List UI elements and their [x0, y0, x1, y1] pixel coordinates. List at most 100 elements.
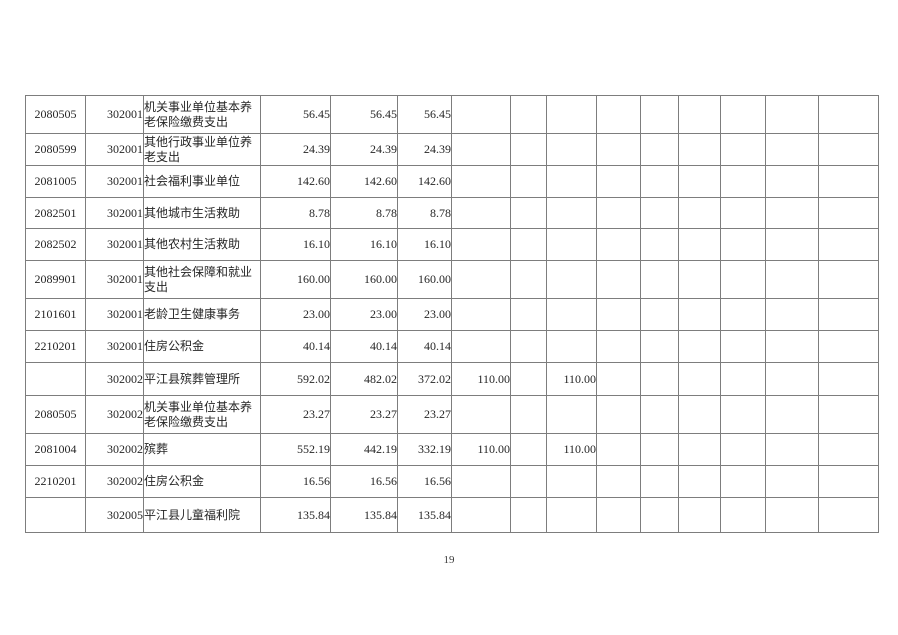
cell-amount — [510, 362, 547, 396]
cell-amount — [678, 497, 721, 533]
cell-amount: 56.45 — [330, 95, 398, 134]
cell-amount — [765, 465, 819, 498]
cell-subject-code: 2082501 — [25, 197, 86, 229]
cell-unit-code: 302001 — [85, 165, 144, 198]
cell-amount — [640, 362, 679, 396]
cell-amount: 8.78 — [330, 197, 398, 229]
cell-amount: 24.39 — [397, 133, 452, 166]
cell-item-name: 其他社会保障和就业支出 — [143, 260, 261, 299]
cell-subject-code: 2082502 — [25, 228, 86, 261]
cell-amount — [546, 95, 597, 134]
cell-amount — [678, 197, 721, 229]
cell-amount — [596, 133, 641, 166]
cell-amount: 552.19 — [260, 433, 331, 466]
cell-amount — [765, 133, 819, 166]
cell-amount: 332.19 — [397, 433, 452, 466]
table-row: 2080505 302002 机关事业单位基本养老保险缴费支出 23.27 23.27 2… — [25, 395, 879, 434]
cell-unit-code: 302002 — [85, 465, 144, 498]
cell-item-name: 社会福利事业单位 — [143, 165, 261, 198]
cell-amount: 16.10 — [330, 228, 398, 261]
cell-amount — [510, 497, 547, 533]
cell-amount: 23.00 — [397, 298, 452, 331]
cell-amount: 135.84 — [260, 497, 331, 533]
cell-amount — [546, 497, 597, 533]
cell-unit-code: 302005 — [85, 497, 144, 533]
cell-amount — [678, 95, 721, 134]
cell-amount — [720, 362, 766, 396]
cell-amount — [640, 298, 679, 331]
cell-amount — [720, 497, 766, 533]
cell-amount — [596, 260, 641, 299]
cell-amount — [640, 260, 679, 299]
cell-amount — [640, 497, 679, 533]
cell-amount — [596, 433, 641, 466]
cell-amount — [678, 165, 721, 198]
cell-amount — [720, 228, 766, 261]
page-number: 19 — [443, 554, 455, 566]
cell-amount: 142.60 — [330, 165, 398, 198]
cell-amount: 56.45 — [260, 95, 331, 134]
cell-amount: 40.14 — [397, 330, 452, 363]
cell-amount — [678, 298, 721, 331]
cell-amount — [765, 165, 819, 198]
cell-amount — [596, 330, 641, 363]
cell-item-name: 住房公积金 — [143, 465, 261, 498]
cell-amount — [765, 330, 819, 363]
cell-amount — [720, 260, 766, 299]
cell-amount — [546, 228, 597, 261]
cell-item-name: 老龄卫生健康事务 — [143, 298, 261, 331]
cell-amount — [678, 133, 721, 166]
cell-amount — [451, 497, 511, 533]
cell-unit-code: 302001 — [85, 330, 144, 363]
cell-amount — [546, 133, 597, 166]
cell-item-name: 住房公积金 — [143, 330, 261, 363]
cell-amount — [451, 260, 511, 299]
cell-amount: 482.02 — [330, 362, 398, 396]
cell-amount — [510, 465, 547, 498]
cell-amount: 8.78 — [260, 197, 331, 229]
cell-amount: 23.00 — [330, 298, 398, 331]
cell-amount — [451, 197, 511, 229]
cell-amount — [596, 497, 641, 533]
cell-amount — [765, 197, 819, 229]
cell-amount — [546, 465, 597, 498]
cell-amount — [546, 197, 597, 229]
cell-amount — [451, 330, 511, 363]
cell-amount — [818, 298, 879, 331]
cell-amount — [510, 95, 547, 134]
cell-amount — [510, 197, 547, 229]
cell-amount: 110.00 — [546, 362, 597, 396]
cell-amount — [818, 433, 879, 466]
cell-amount — [451, 298, 511, 331]
cell-amount — [596, 228, 641, 261]
cell-amount — [510, 260, 547, 299]
cell-amount — [546, 330, 597, 363]
cell-amount — [765, 497, 819, 533]
cell-item-name: 平江县殡葬管理所 — [143, 362, 261, 396]
cell-unit-code: 302002 — [85, 362, 144, 396]
cell-amount — [765, 433, 819, 466]
table-row: 2080505 302001 机关事业单位基本养老保险缴费支出 56.45 56.45 5… — [25, 95, 879, 134]
cell-amount — [640, 228, 679, 261]
cell-amount — [510, 330, 547, 363]
cell-amount: 142.60 — [260, 165, 331, 198]
cell-item-name: 其他城市生活救助 — [143, 197, 261, 229]
cell-item-name: 其他行政事业单位养老支出 — [143, 133, 261, 166]
table-row: 2101601 302001 老龄卫生健康事务 23.00 23.00 23.00 — [25, 298, 879, 331]
cell-amount: 16.56 — [260, 465, 331, 498]
cell-unit-code: 302001 — [85, 298, 144, 331]
cell-unit-code: 302001 — [85, 95, 144, 134]
table-row: 2210201 302002 住房公积金 16.56 16.56 16.56 — [25, 465, 879, 498]
cell-amount: 16.56 — [397, 465, 452, 498]
cell-amount — [596, 465, 641, 498]
cell-amount — [765, 298, 819, 331]
cell-subject-code: 2080505 — [25, 395, 86, 434]
cell-amount — [546, 165, 597, 198]
cell-amount — [818, 465, 879, 498]
cell-amount: 8.78 — [397, 197, 452, 229]
cell-amount — [720, 465, 766, 498]
cell-subject-code — [25, 362, 86, 396]
cell-amount — [596, 362, 641, 396]
cell-amount — [818, 362, 879, 396]
cell-amount — [596, 95, 641, 134]
